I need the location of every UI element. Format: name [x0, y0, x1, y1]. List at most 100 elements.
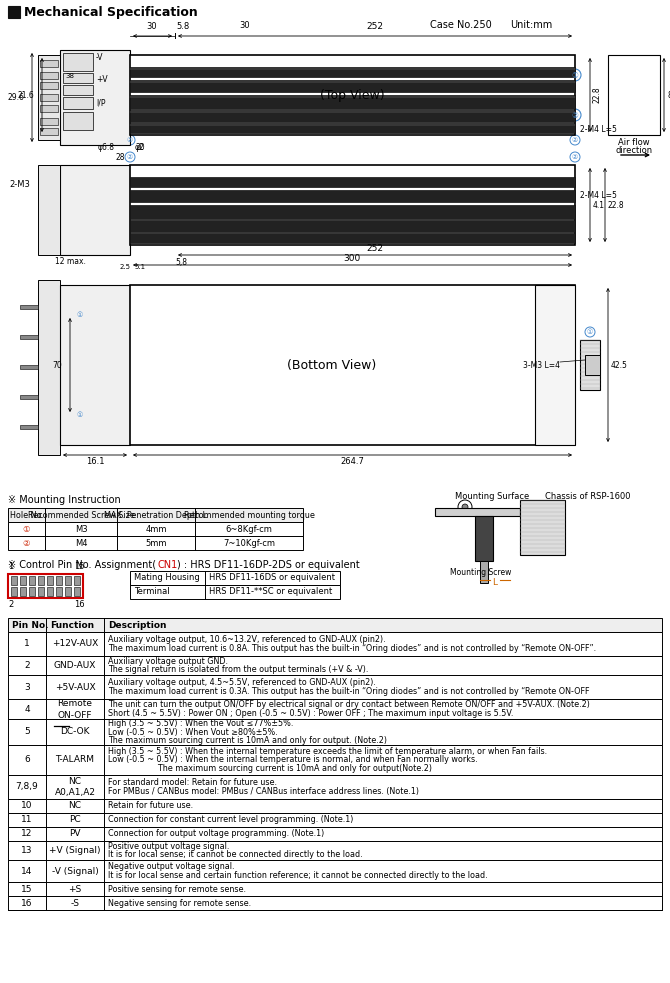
- Text: The maximum sourcing current is 10mA and only for output(Note.2): The maximum sourcing current is 10mA and…: [108, 764, 432, 773]
- Circle shape: [570, 152, 580, 162]
- Text: Low (-0.5 ~ 0.5V) : When the internal temperature is normal, and when Fan normal: Low (-0.5 ~ 0.5V) : When the internal te…: [108, 756, 478, 765]
- Text: +V: +V: [96, 76, 108, 85]
- Text: 5.1: 5.1: [135, 264, 145, 270]
- Bar: [8, 827, 662, 841]
- Text: (Bottom View): (Bottom View): [287, 359, 377, 372]
- Circle shape: [569, 109, 581, 121]
- Bar: [20, 587, 26, 596]
- Text: -V (Signal): -V (Signal): [52, 866, 98, 876]
- Bar: [130, 123, 575, 133]
- Bar: [29, 576, 35, 585]
- Circle shape: [647, 94, 659, 105]
- Text: ①: ①: [77, 412, 83, 418]
- Text: Short (4.5 ~ 5.5V) : Power ON ; Open (-0.5 ~ 0.5V) : Power OFF ; The maximum inp: Short (4.5 ~ 5.5V) : Power ON ; Open (-0…: [108, 709, 513, 718]
- Text: Low (-0.5 ~ 0.5V) : When Vout ≥80%±5%.: Low (-0.5 ~ 0.5V) : When Vout ≥80%±5%.: [108, 727, 278, 736]
- Bar: [130, 205, 575, 219]
- Text: PC: PC: [69, 816, 81, 825]
- Bar: [65, 587, 71, 596]
- Text: M4: M4: [75, 539, 87, 548]
- Circle shape: [458, 500, 472, 514]
- Text: 5mm: 5mm: [145, 539, 167, 548]
- Bar: [130, 95, 575, 109]
- Bar: [8, 632, 662, 656]
- Text: 5.8: 5.8: [176, 22, 189, 31]
- Circle shape: [641, 83, 651, 93]
- Bar: [60, 50, 130, 145]
- Circle shape: [582, 358, 588, 363]
- Circle shape: [626, 59, 637, 70]
- Circle shape: [626, 106, 637, 118]
- Text: I/P: I/P: [96, 98, 105, 107]
- Text: -S: -S: [70, 898, 80, 907]
- Bar: [8, 522, 303, 536]
- Text: ②: ②: [127, 137, 133, 143]
- Circle shape: [570, 135, 580, 145]
- Text: +S: +S: [68, 885, 82, 894]
- Text: L: L: [492, 578, 498, 587]
- Bar: [8, 882, 662, 896]
- Text: 16: 16: [74, 600, 84, 609]
- Text: ①: ①: [572, 71, 578, 80]
- Bar: [8, 536, 303, 550]
- Text: Description: Description: [108, 620, 167, 629]
- Bar: [130, 55, 575, 135]
- Bar: [65, 576, 71, 585]
- Bar: [480, 561, 488, 583]
- Text: Terminal: Terminal: [134, 588, 170, 597]
- Text: 14: 14: [21, 866, 33, 876]
- Circle shape: [641, 106, 651, 118]
- Bar: [8, 656, 662, 675]
- Bar: [8, 6, 20, 18]
- Bar: [130, 285, 575, 445]
- Text: Negative sensing for remote sense.: Negative sensing for remote sense.: [108, 898, 251, 907]
- Bar: [8, 813, 662, 827]
- Text: 3: 3: [24, 682, 30, 691]
- Text: High (3.5 ~ 5.5V) : When the internal temperature exceeds the limit of temperatu: High (3.5 ~ 5.5V) : When the internal te…: [108, 747, 547, 756]
- Bar: [8, 775, 662, 799]
- Text: 16: 16: [21, 898, 33, 907]
- Circle shape: [585, 327, 595, 337]
- Text: 2: 2: [8, 600, 13, 609]
- Text: It is for local sense; it cannot be connected directly to the load.: It is for local sense; it cannot be conn…: [108, 850, 362, 859]
- Bar: [130, 233, 575, 243]
- Circle shape: [89, 194, 101, 206]
- Text: ②: ②: [572, 137, 578, 143]
- Text: +12V-AUX: +12V-AUX: [52, 640, 98, 649]
- Text: ②: ②: [572, 154, 578, 160]
- Text: The maximum load current is 0.8A. This output has the built-in “Oring diodes” an: The maximum load current is 0.8A. This o…: [108, 644, 596, 653]
- Text: 4: 4: [24, 705, 29, 714]
- Bar: [56, 576, 62, 585]
- Text: 5,8: 5,8: [175, 258, 187, 267]
- Text: Connection for output voltage programming. (Note.1): Connection for output voltage programmin…: [108, 830, 324, 838]
- Circle shape: [89, 214, 101, 226]
- Bar: [11, 576, 17, 585]
- Text: direction: direction: [616, 146, 653, 155]
- Circle shape: [620, 94, 630, 105]
- Text: 252: 252: [366, 244, 383, 253]
- Bar: [40, 94, 58, 101]
- Bar: [8, 699, 662, 719]
- Text: Hole No.: Hole No.: [9, 510, 44, 519]
- Text: 22.8: 22.8: [593, 87, 602, 103]
- Bar: [130, 571, 340, 585]
- Bar: [130, 165, 575, 245]
- Bar: [40, 128, 58, 135]
- Bar: [8, 618, 662, 632]
- Text: 2-M4 L=5: 2-M4 L=5: [580, 126, 617, 135]
- Text: 30: 30: [240, 21, 251, 30]
- Bar: [40, 105, 58, 112]
- Circle shape: [612, 83, 624, 93]
- Text: M3: M3: [74, 525, 87, 534]
- Bar: [130, 585, 340, 599]
- Text: High (3.5 ~ 5.5V) : When the Vout ≤77%±5%.: High (3.5 ~ 5.5V) : When the Vout ≤77%±5…: [108, 719, 293, 728]
- Bar: [38, 55, 60, 140]
- Text: The signal return is isolated from the output terminals (+V & -V).: The signal return is isolated from the o…: [108, 665, 368, 674]
- Bar: [40, 60, 58, 67]
- Bar: [29, 587, 35, 596]
- Text: ①: ①: [587, 329, 593, 335]
- Text: 70: 70: [52, 361, 62, 370]
- Circle shape: [612, 59, 624, 70]
- Text: Remote: Remote: [58, 700, 92, 709]
- Text: 300: 300: [343, 254, 360, 263]
- Text: 252: 252: [366, 22, 383, 31]
